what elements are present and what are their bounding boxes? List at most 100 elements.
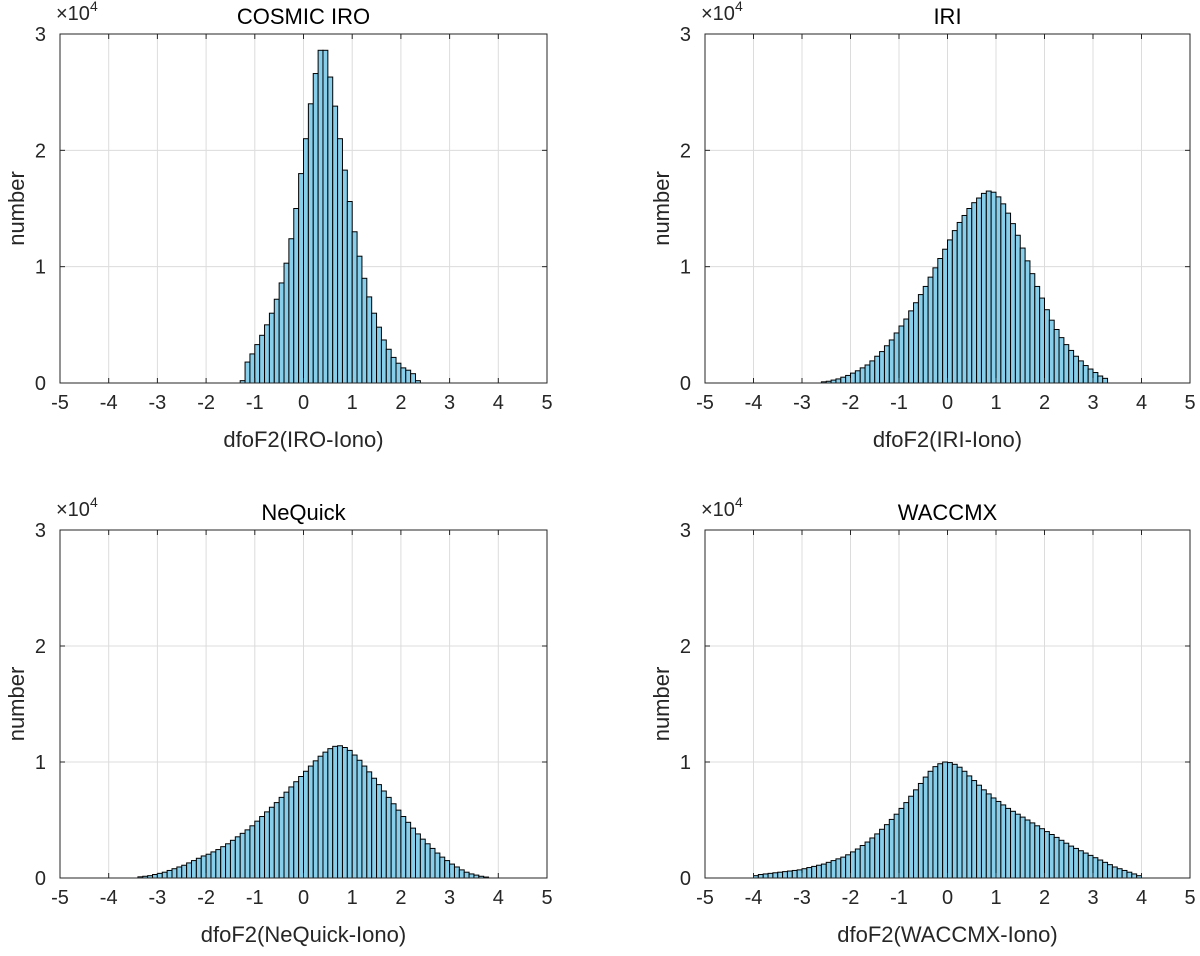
histogram-bar xyxy=(1005,212,1012,384)
histogram-bar xyxy=(1068,349,1075,384)
x-tick-label: -2 xyxy=(842,887,860,909)
histogram-bar xyxy=(1102,861,1109,879)
histogram-bar xyxy=(234,836,241,879)
histogram-bar xyxy=(835,378,842,384)
histogram-bar xyxy=(337,745,343,879)
histogram-bar xyxy=(303,138,309,384)
histogram-bar xyxy=(903,802,910,879)
histogram-bar xyxy=(1111,866,1118,879)
histogram-bar xyxy=(845,374,852,384)
histogram-bar xyxy=(156,872,163,879)
histogram-bar xyxy=(903,318,910,384)
x-tick-label: 3 xyxy=(444,392,455,414)
histogram-bar xyxy=(1024,819,1031,879)
histogram-bar xyxy=(971,202,978,384)
histogram-bar xyxy=(1063,344,1070,384)
histogram-bar xyxy=(254,820,261,879)
histogram-bar xyxy=(1077,850,1084,879)
histogram-bar xyxy=(1092,857,1099,879)
histogram-bar xyxy=(283,791,290,879)
x-tick-label: 1 xyxy=(347,392,358,414)
x-tick-label: -3 xyxy=(793,887,811,909)
histogram-bar xyxy=(351,754,358,879)
x-tick-label: -1 xyxy=(890,887,908,909)
x-tick-label: 0 xyxy=(298,887,309,909)
x-tick-label: -5 xyxy=(51,887,69,909)
y-tick-label: 3 xyxy=(35,520,46,542)
histogram-bar xyxy=(458,869,465,879)
x-tick-label: -4 xyxy=(100,887,118,909)
histogram-bar xyxy=(1029,273,1036,384)
x-tick-label: -2 xyxy=(842,392,860,414)
x-tick-label: 0 xyxy=(298,392,309,414)
histogram-bar xyxy=(249,825,256,879)
histogram-bar xyxy=(874,833,881,879)
histogram-bar xyxy=(283,262,290,384)
histogram-bar xyxy=(908,310,915,384)
x-tick-label: 1 xyxy=(347,887,358,909)
x-tick-label: -4 xyxy=(745,887,763,909)
histogram-bar xyxy=(273,298,280,384)
histogram-bar xyxy=(1082,365,1089,384)
histogram-bar xyxy=(186,862,192,879)
histogram-bar xyxy=(385,796,392,879)
histogram-bar xyxy=(796,869,803,879)
x-tick-label: 5 xyxy=(1184,392,1195,414)
histogram-bar xyxy=(1000,804,1007,879)
x-tick-label: -5 xyxy=(51,392,69,414)
histogram-bar xyxy=(942,248,949,384)
y-tick-label: 3 xyxy=(680,520,691,542)
histogram-bar xyxy=(278,796,285,879)
x-tick-label: 2 xyxy=(395,392,406,414)
histogram-bar xyxy=(449,863,455,879)
histogram-bar xyxy=(951,763,958,879)
histogram-bar xyxy=(869,360,876,384)
histogram-bar xyxy=(1077,360,1084,384)
histogram-bar xyxy=(762,873,769,879)
histogram-bar xyxy=(229,839,236,879)
histogram-bar xyxy=(888,818,895,879)
y-tick-label: 1 xyxy=(35,257,46,279)
histogram-bar xyxy=(947,239,953,384)
histogram-bar xyxy=(346,201,353,384)
histogram-bar xyxy=(322,49,329,384)
y-tick-label: 2 xyxy=(680,636,691,658)
histogram-bar xyxy=(883,345,890,384)
histogram-bar xyxy=(1116,868,1123,879)
histogram-bar xyxy=(816,864,822,879)
histogram-bar xyxy=(244,829,251,879)
x-tick-label: -3 xyxy=(149,392,167,414)
histogram-bar xyxy=(278,282,285,384)
histogram-bar xyxy=(1068,845,1075,879)
histogram-bar xyxy=(371,312,378,384)
x-tick-label: 2 xyxy=(1039,392,1050,414)
histogram-bar xyxy=(317,755,324,879)
histogram-bar xyxy=(351,231,358,384)
histogram-bar xyxy=(874,355,881,384)
histogram-bar xyxy=(1082,852,1089,879)
histogram-bar xyxy=(1024,260,1031,384)
histogram-bar xyxy=(405,821,412,879)
histogram-bar xyxy=(942,761,949,879)
x-axis-label: dfoF2(IRO-Iono) xyxy=(223,427,383,452)
histogram-bar xyxy=(268,806,275,879)
histogram-bar xyxy=(990,191,997,384)
y-exponent-label: ×104 xyxy=(701,494,743,521)
x-tick-label: 1 xyxy=(990,887,1001,909)
histogram-bar xyxy=(879,351,885,384)
histogram-bar xyxy=(1034,285,1041,384)
histogram-bar xyxy=(288,238,295,384)
x-tick-label: 3 xyxy=(1087,887,1098,909)
histogram-bar xyxy=(1010,223,1016,384)
histogram-bar xyxy=(356,759,363,879)
histogram-bar xyxy=(922,776,929,879)
histogram-bar xyxy=(327,76,334,384)
histogram-bar xyxy=(171,868,178,879)
histogram-bar xyxy=(152,874,158,879)
histogram-bar xyxy=(864,841,871,879)
y-tick-label: 1 xyxy=(35,752,46,774)
histogram-bar xyxy=(995,196,1002,384)
x-tick-label: -3 xyxy=(149,887,167,909)
panel-title: COSMIC IRO xyxy=(237,4,370,29)
histogram-bar xyxy=(854,848,861,879)
